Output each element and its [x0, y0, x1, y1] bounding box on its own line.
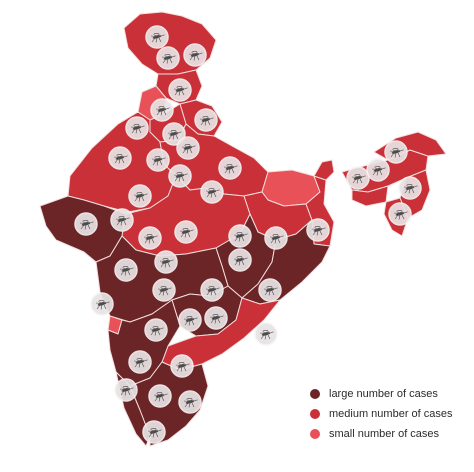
- mosquito-icon: [108, 146, 132, 170]
- mosquito-icon: [150, 98, 174, 122]
- mosquito-icon: [114, 258, 138, 282]
- legend-swatch-small: [310, 429, 320, 439]
- mosquito-icon: [176, 136, 200, 160]
- mosquito-icon: [183, 43, 207, 67]
- mosquito-icon: [366, 158, 390, 182]
- mosquito-icon: [162, 122, 186, 146]
- mosquito-icon: [204, 306, 228, 330]
- mosquito-icon: [170, 354, 194, 378]
- mosquito-icon: [114, 378, 138, 402]
- legend-item-small: small number of cases: [310, 424, 474, 444]
- mosquito-icon: [264, 226, 288, 250]
- mosquito-icon: [152, 278, 176, 302]
- mosquito-icon: [142, 420, 166, 444]
- mosquito-icon: [125, 116, 149, 140]
- mosquito-icon: [258, 278, 282, 302]
- legend-swatch-medium: [310, 409, 320, 419]
- mosquito-icon: [110, 208, 134, 232]
- mosquito-icon: [168, 78, 192, 102]
- mosquito-icon: [144, 318, 168, 342]
- mosquito-icon: [218, 156, 242, 180]
- mosquito-icon: [306, 218, 330, 242]
- mosquito-icon: [254, 322, 278, 346]
- mosquito-icon: [174, 220, 198, 244]
- mosquito-icon: [148, 384, 172, 408]
- mosquito-icon: [128, 350, 152, 374]
- mosquito-icon: [228, 224, 252, 248]
- mosquito-icon: [384, 140, 408, 164]
- mosquito-icon: [398, 176, 422, 200]
- mosquito-icon: [90, 292, 114, 316]
- legend-swatch-large: [310, 389, 320, 399]
- legend-item-medium: medium number of cases: [310, 404, 474, 424]
- legend: large number of cases medium number of c…: [310, 384, 474, 444]
- mosquito-icon: [388, 202, 412, 226]
- mosquito-icon: [154, 250, 178, 274]
- mosquito-icon: [128, 184, 152, 208]
- mosquito-icon: [200, 278, 224, 302]
- legend-label-large: large number of cases: [329, 388, 438, 400]
- mosquito-icon: [200, 180, 224, 204]
- legend-item-large: large number of cases: [310, 384, 474, 404]
- mosquito-icon: [138, 226, 162, 250]
- mosquito-icon: [194, 108, 218, 132]
- mosquito-icon: [74, 212, 98, 236]
- mosquito-icon: [145, 25, 169, 49]
- mosquito-icon: [178, 308, 202, 332]
- mosquito-icon: [156, 46, 180, 70]
- legend-label-medium: medium number of cases: [329, 408, 453, 420]
- mosquito-icon: [346, 166, 370, 190]
- legend-label-small: small number of cases: [329, 428, 440, 440]
- mosquito-icon: [146, 148, 170, 172]
- region-sikkim: [313, 159, 335, 181]
- mosquito-icon: [228, 248, 252, 272]
- mosquito-icon: [168, 164, 192, 188]
- mosquito-icon: [178, 390, 202, 414]
